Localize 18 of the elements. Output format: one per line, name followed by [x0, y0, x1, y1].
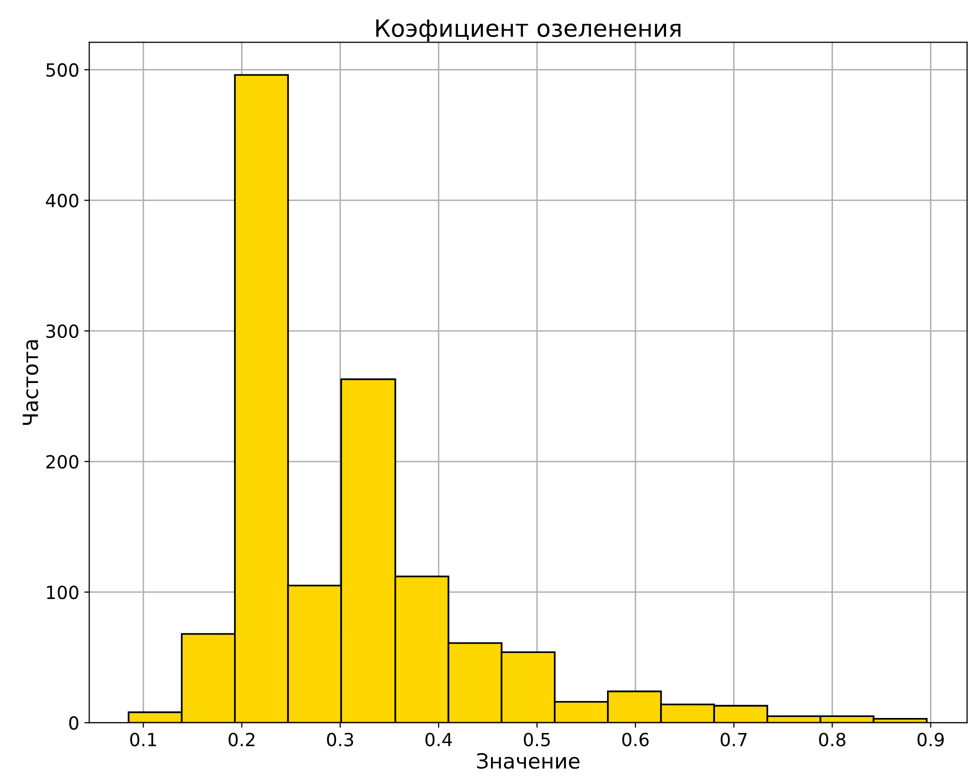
x-tick-label: 0.3 — [327, 732, 354, 746]
y-tick-label: 200 — [46, 454, 78, 469]
x-tick-label: 0.8 — [819, 732, 846, 746]
x-tick-label: 0.1 — [130, 732, 156, 746]
y-axis-title: Частота — [22, 340, 38, 425]
x-tick-label: 0.2 — [228, 732, 254, 746]
x-tick-label: 0.9 — [918, 732, 944, 746]
x-tick-label: 0.6 — [622, 732, 649, 746]
x-axis-title: Значение — [477, 753, 580, 769]
y-tick-label: 300 — [46, 324, 78, 338]
x-tick-label: 0.7 — [720, 732, 747, 746]
y-tick-label: 0 — [69, 716, 78, 730]
x-tick-label: 0.4 — [425, 732, 452, 746]
chart-title: Коэфициент озеленения — [376, 20, 680, 42]
x-tick-label: 0.5 — [524, 732, 550, 746]
y-tick-label: 100 — [47, 586, 78, 600]
y-tick-label: 400 — [46, 194, 78, 208]
y-tick-label: 500 — [46, 63, 78, 77]
